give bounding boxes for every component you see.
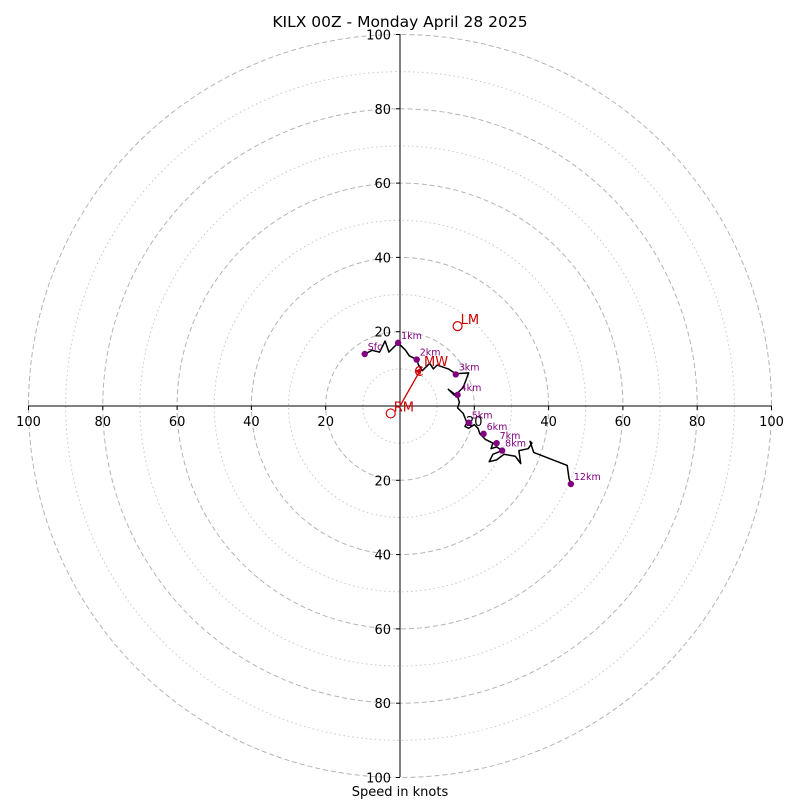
x-tick-label: 20 [466,415,483,430]
height-marker-dot [567,480,575,488]
height-marker-dot [480,430,487,438]
x-tick-label: 80 [95,415,112,430]
x-tick-label: 40 [540,415,557,430]
height-marker-dot [465,419,472,426]
x-tick-label: 40 [243,415,260,430]
height-marker-label: 3km [459,362,480,373]
x-tick-label: 20 [317,415,334,430]
left-mover-label: LM [461,313,479,328]
critical-angle-vector [399,371,420,407]
height-marker-label: 1km [401,331,422,342]
right-mover-label: RM [394,400,414,415]
height-marker-dot [498,447,506,454]
height-marker-label: 2km [420,348,441,359]
height-marker-label: 12km [574,472,601,483]
x-tick-label: 100 [759,415,784,430]
x-tick-label: 80 [689,415,706,430]
mean-wind-label: MW [424,355,448,370]
height-marker-label: Sfc [368,342,383,353]
x-tick-label: 100 [16,415,41,430]
y-tick-label: 80 [374,103,391,118]
y-tick-label: 40 [374,251,391,266]
height-marker-dot [493,439,500,447]
height-marker-dot [454,391,461,399]
height-marker-label: 7km [500,431,521,442]
height-marker-dot [394,339,402,347]
y-tick-label: 60 [374,177,391,192]
y-tick-label: 20 [374,326,391,341]
height-marker-label: 6km [487,422,508,433]
left-mover-marker [452,321,463,332]
x-tick-label: 60 [169,415,186,430]
storm-motion-markers: C LM RM MW [385,313,479,419]
tick-labels: 100 80 60 40 20 20 40 60 80 100 100 80 60 40 20 20 40 60 8… [16,29,784,787]
height-marker-label: 4km [461,383,482,394]
y-tick-label: 60 [374,623,391,638]
x-tick-label: 60 [615,415,632,430]
y-tick-label: 100 [366,29,391,44]
height-marker-dot [413,356,420,363]
hodograph-trace-line [364,340,572,485]
chart-title: KILX 00Z - Monday April 28 2025 [272,13,527,31]
height-marker-dot [452,371,459,378]
height-marker-label: 5km [472,411,493,422]
wind-trace [364,340,572,485]
critical-angle-arrowhead [415,366,423,375]
right-mover-marker [385,408,396,419]
height-marker-dot [361,350,368,358]
y-tick-label: 80 [374,697,391,712]
critical-angle-label: C [414,365,423,380]
y-tick-label: 20 [374,474,391,489]
y-tick-label: 40 [374,549,391,564]
height-marker-label: 8km [505,439,526,450]
x-axis-label: Speed in knots [352,785,449,800]
y-tick-label: 100 [366,772,391,787]
